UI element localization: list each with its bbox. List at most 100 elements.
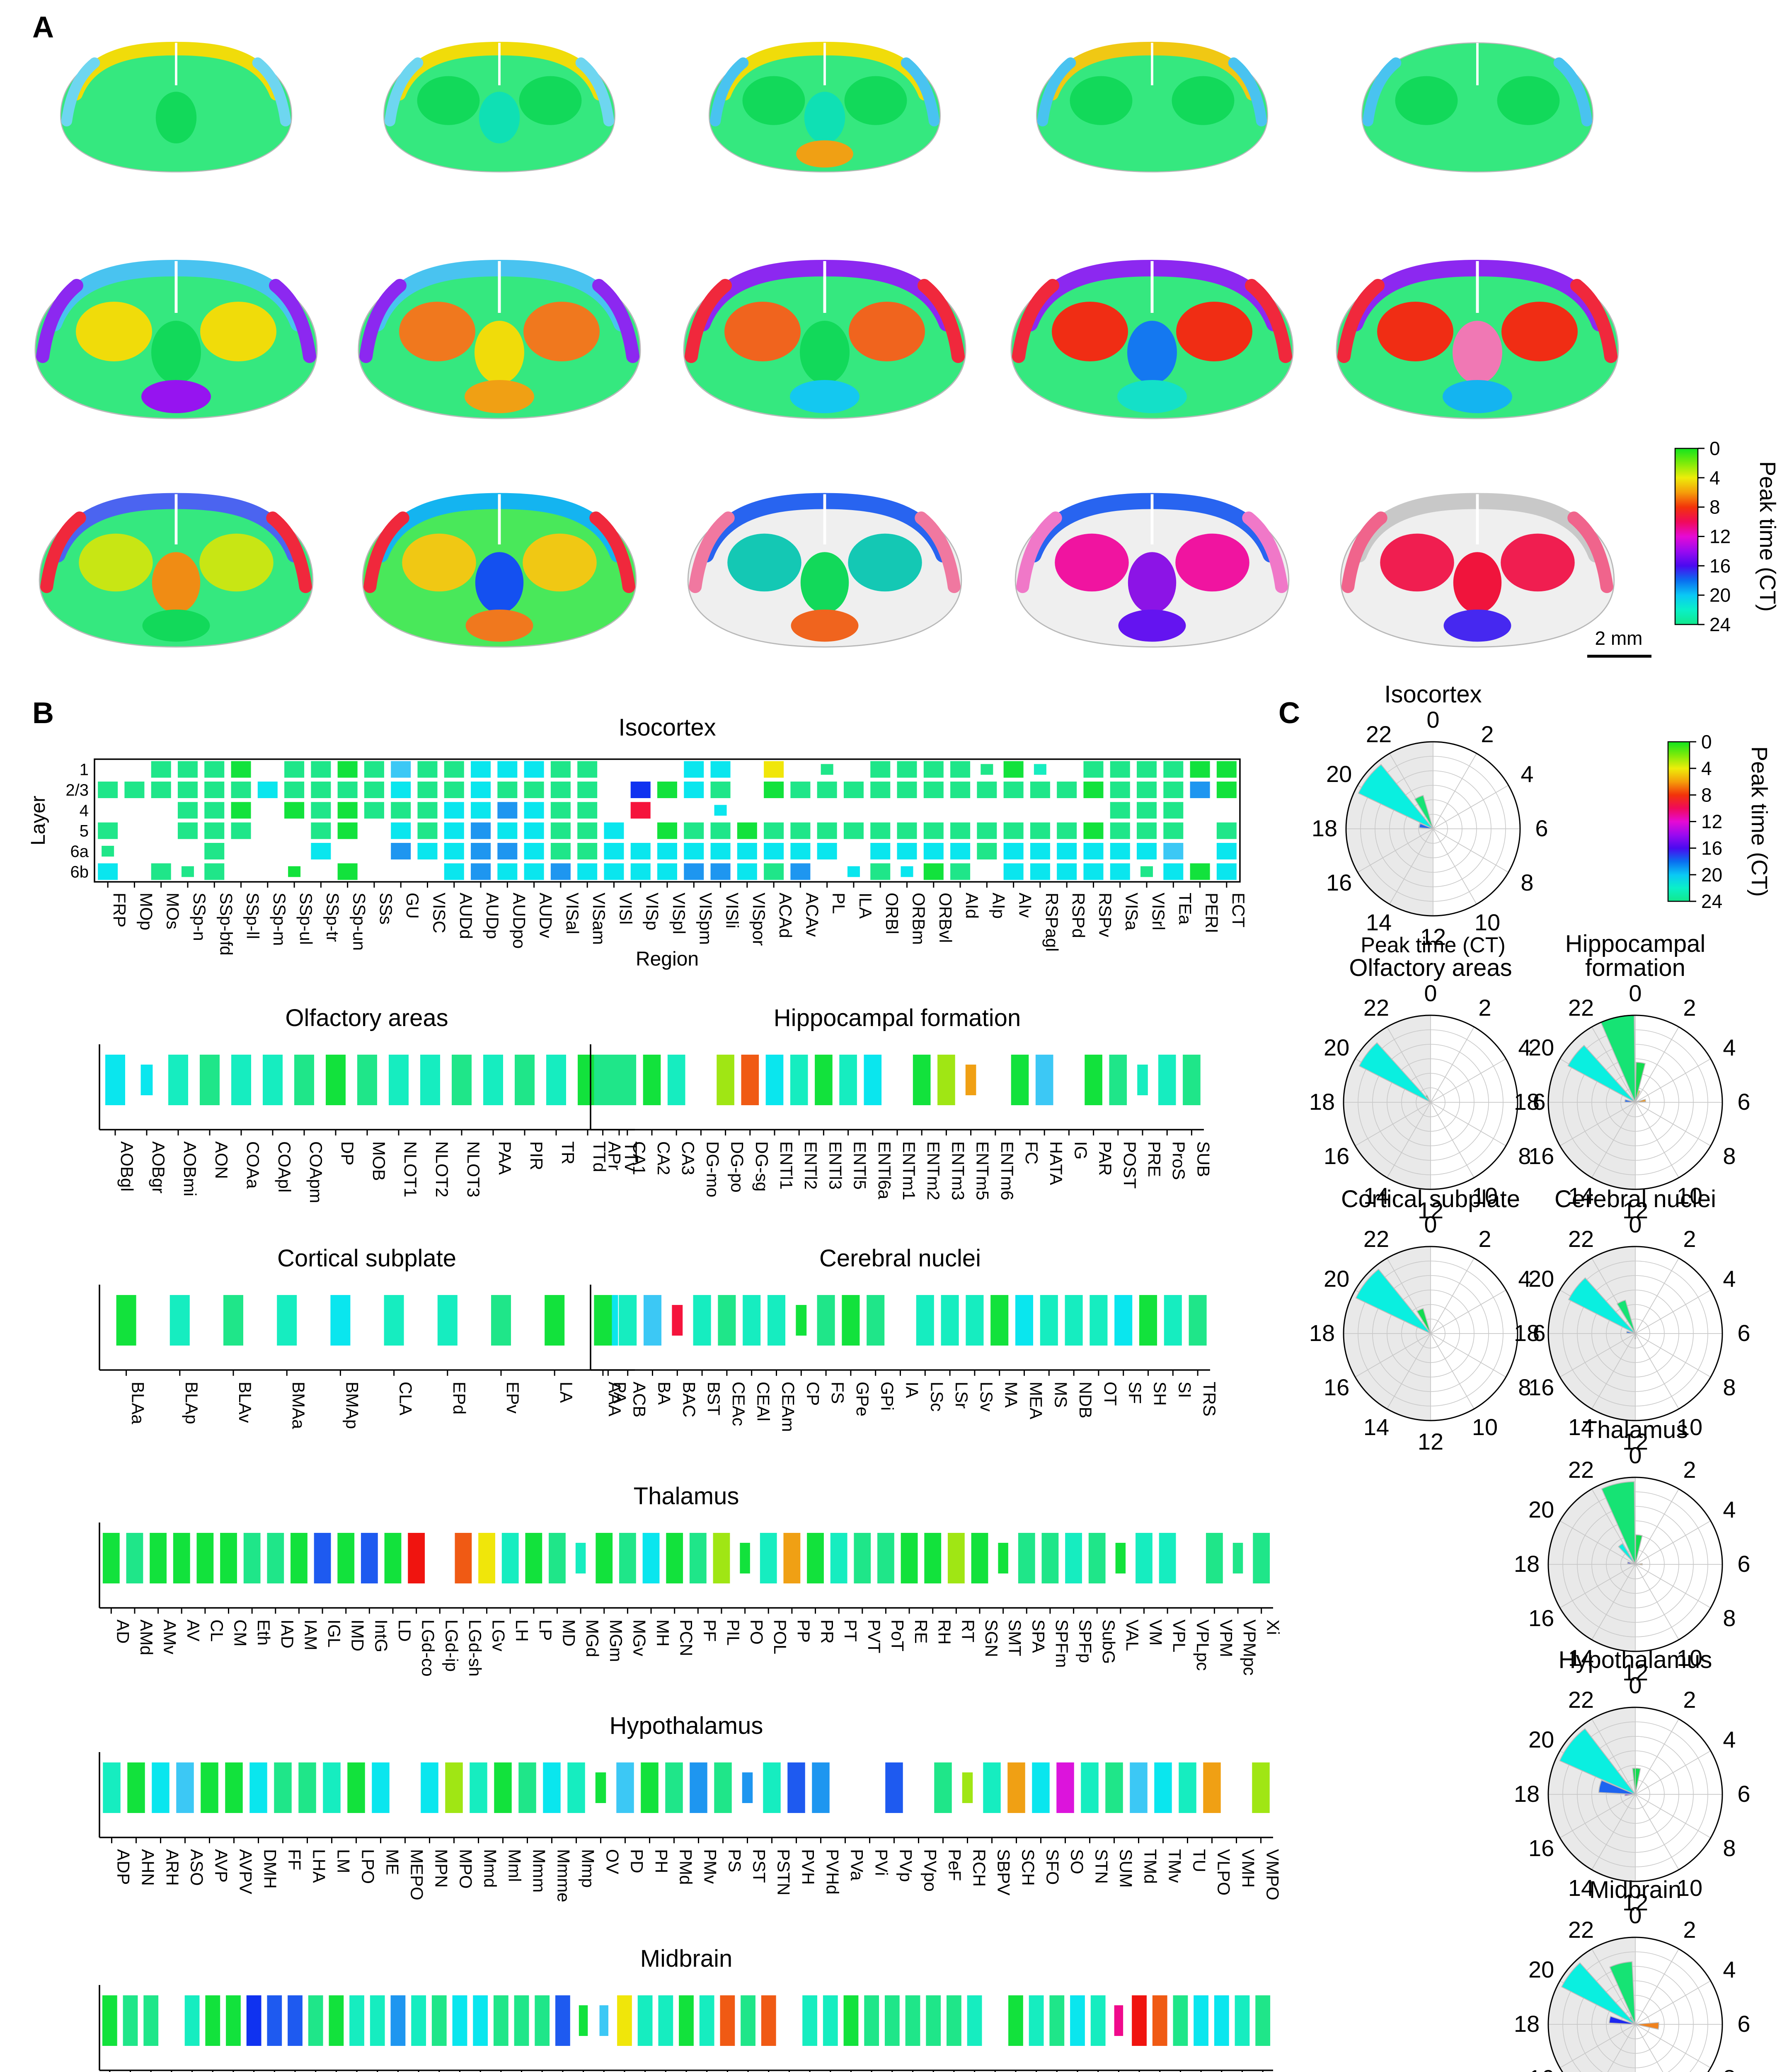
- heatmap-cell: [1057, 822, 1077, 839]
- heatmap-cell: [444, 802, 464, 819]
- heatmap-cell: [843, 822, 864, 839]
- region-label: STN: [1092, 1849, 1111, 1884]
- region-label: PL: [829, 893, 849, 914]
- heatmap-cell: [684, 863, 704, 880]
- heatmap-cell: [444, 761, 464, 778]
- region-label: MGd: [583, 1619, 602, 1657]
- heatmap-cell: [1029, 1995, 1044, 2046]
- polar-outline: [1547, 1706, 1723, 1882]
- region-label: AUDd: [456, 893, 476, 939]
- heatmap-cell: [361, 1533, 378, 1583]
- heatmap-cell: [326, 1055, 346, 1105]
- heatmap-cell: [923, 822, 944, 839]
- heatmap-cell: [497, 843, 518, 859]
- region-label: EPd: [450, 1382, 469, 1414]
- heatmap-cell: [950, 782, 971, 798]
- polar-hour-label: 10: [1677, 1414, 1702, 1440]
- region-label: AOBgr: [149, 1141, 168, 1193]
- polar-spoke: [1635, 1750, 1711, 1795]
- region-label: PD: [627, 1849, 647, 1873]
- heatmap-cell: [934, 1762, 952, 1813]
- slice-mid-blob: [1070, 76, 1133, 125]
- polar-spoke: [1389, 828, 1433, 905]
- brain-slice: [1036, 41, 1269, 173]
- slice-bottom-blob: [142, 609, 210, 642]
- polar-outline: [1345, 741, 1521, 917]
- heatmap-cell: [864, 1995, 879, 2046]
- slice-mid-blob: [417, 76, 480, 125]
- region-label: AAA: [605, 1382, 625, 1416]
- slice-side-band: [36, 279, 83, 363]
- slice-mid-blob: [727, 533, 801, 592]
- brain-slice: [1014, 493, 1290, 648]
- heatmap-cell: [916, 1295, 934, 1346]
- heatmap-cell: [483, 1055, 503, 1105]
- heatmap-cell: [151, 863, 171, 880]
- region-label: COAa: [243, 1141, 263, 1189]
- heatmap-cell: [501, 1533, 519, 1583]
- region-label: BA: [655, 1382, 674, 1405]
- region-label: OT: [1101, 1382, 1120, 1406]
- heatmap-cell: [966, 1295, 984, 1346]
- heatmap-cell: [1216, 782, 1237, 798]
- polar-hour-label: 22: [1568, 995, 1594, 1021]
- region-label: ACB: [630, 1382, 649, 1417]
- heatmap-cell: [718, 1295, 736, 1346]
- region-label: AD: [113, 1619, 133, 1644]
- slice-side-band: [709, 57, 749, 127]
- polar-hour-label: 16: [1324, 1374, 1349, 1400]
- polar-wedge: [1635, 1534, 1643, 1565]
- polar-hour-label: 16: [1528, 2065, 1554, 2072]
- heatmap-cell: [1137, 782, 1157, 798]
- region-label: MOp: [136, 893, 156, 930]
- heatmap-cell: [630, 863, 651, 880]
- slice-mid-blob: [1497, 76, 1560, 125]
- heatmap-cell: [143, 1995, 159, 2046]
- heatmap-cell: [679, 1995, 694, 2046]
- region-label: VISpm: [696, 893, 715, 945]
- heatmap-cell: [364, 802, 384, 819]
- heatmap-cell: [577, 863, 598, 880]
- heatmap-cell: [950, 822, 971, 839]
- region-label: APr: [605, 1141, 625, 1170]
- region-label: LPO: [358, 1849, 378, 1884]
- heatmap-cell: [1003, 822, 1024, 839]
- region-label: VISli: [723, 893, 742, 928]
- section-title: Cerebral nuclei: [819, 1245, 981, 1272]
- heatmap-cell: [710, 822, 731, 839]
- heatmap-cell: [877, 1533, 894, 1583]
- isocortex-ylabel: Layer: [27, 796, 49, 845]
- polar-wedge: [1355, 1268, 1431, 1334]
- polar-hour-label: 12: [1420, 924, 1446, 950]
- polar-hour-label: 14: [1363, 1414, 1389, 1440]
- region-label: LP: [536, 1619, 555, 1641]
- region-label: Mmp: [579, 1849, 598, 1888]
- polar-hour-label: 16: [1326, 869, 1352, 896]
- brain-slice: [683, 259, 966, 419]
- region-label: CEAc: [729, 1382, 748, 1426]
- region-label: Xi: [1264, 1619, 1283, 1635]
- region-label: SUB: [1194, 1141, 1213, 1177]
- polar-hour-label: 12: [1418, 1197, 1443, 1223]
- slice-side-band: [61, 57, 100, 127]
- heatmap-cell: [277, 1295, 297, 1346]
- heatmap-cell: [231, 761, 251, 778]
- heatmap-cell: [967, 1995, 982, 2046]
- region-label: ENTl6a: [875, 1141, 894, 1200]
- heatmap-cell: [471, 822, 491, 839]
- heatmap-cell: [105, 1055, 125, 1105]
- layer-label: 5: [80, 822, 89, 840]
- slice-side-band: [1228, 57, 1267, 127]
- polar-night-shade: [1548, 1937, 1635, 2072]
- region-label: LGd-sh: [465, 1619, 485, 1677]
- colorbar-tick-label: 8: [1709, 496, 1720, 518]
- slice-mid-blob: [402, 533, 476, 592]
- heatmap-cell: [555, 1995, 570, 2046]
- polar-hour-label: 18: [1309, 1089, 1335, 1115]
- region-label: Mmm: [530, 1849, 549, 1893]
- heatmap-cell: [267, 1995, 282, 2046]
- heatmap-cell: [575, 1543, 586, 1573]
- heatmap-cell: [311, 822, 331, 839]
- polar-wedge: [1634, 1333, 1637, 1339]
- heatmap-cell: [1007, 1762, 1025, 1813]
